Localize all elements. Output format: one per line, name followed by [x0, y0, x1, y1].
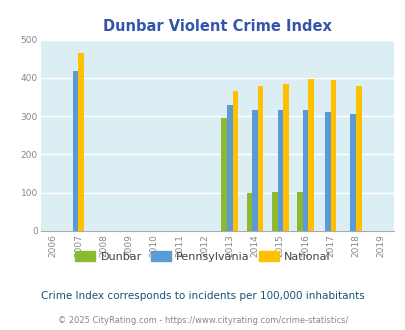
Legend: Dunbar, Pennsylvania, National: Dunbar, Pennsylvania, National [70, 247, 335, 267]
Bar [296, 192, 302, 231]
Bar [73, 71, 78, 231]
Bar [252, 111, 257, 231]
Bar [324, 112, 330, 231]
Bar [257, 86, 263, 231]
Text: © 2025 CityRating.com - https://www.cityrating.com/crime-statistics/: © 2025 CityRating.com - https://www.city… [58, 316, 347, 325]
Bar [221, 118, 226, 231]
Bar [277, 111, 282, 231]
Bar [226, 106, 232, 231]
Text: Crime Index corresponds to incidents per 100,000 inhabitants: Crime Index corresponds to incidents per… [41, 291, 364, 301]
Bar [78, 52, 84, 231]
Bar [330, 80, 335, 231]
Bar [307, 79, 313, 231]
Bar [282, 83, 288, 231]
Bar [246, 193, 252, 231]
Bar [302, 111, 307, 231]
Bar [350, 114, 355, 231]
Title: Dunbar Violent Crime Index: Dunbar Violent Crime Index [102, 19, 331, 34]
Bar [232, 90, 238, 231]
Bar [271, 192, 277, 231]
Bar [355, 85, 360, 231]
